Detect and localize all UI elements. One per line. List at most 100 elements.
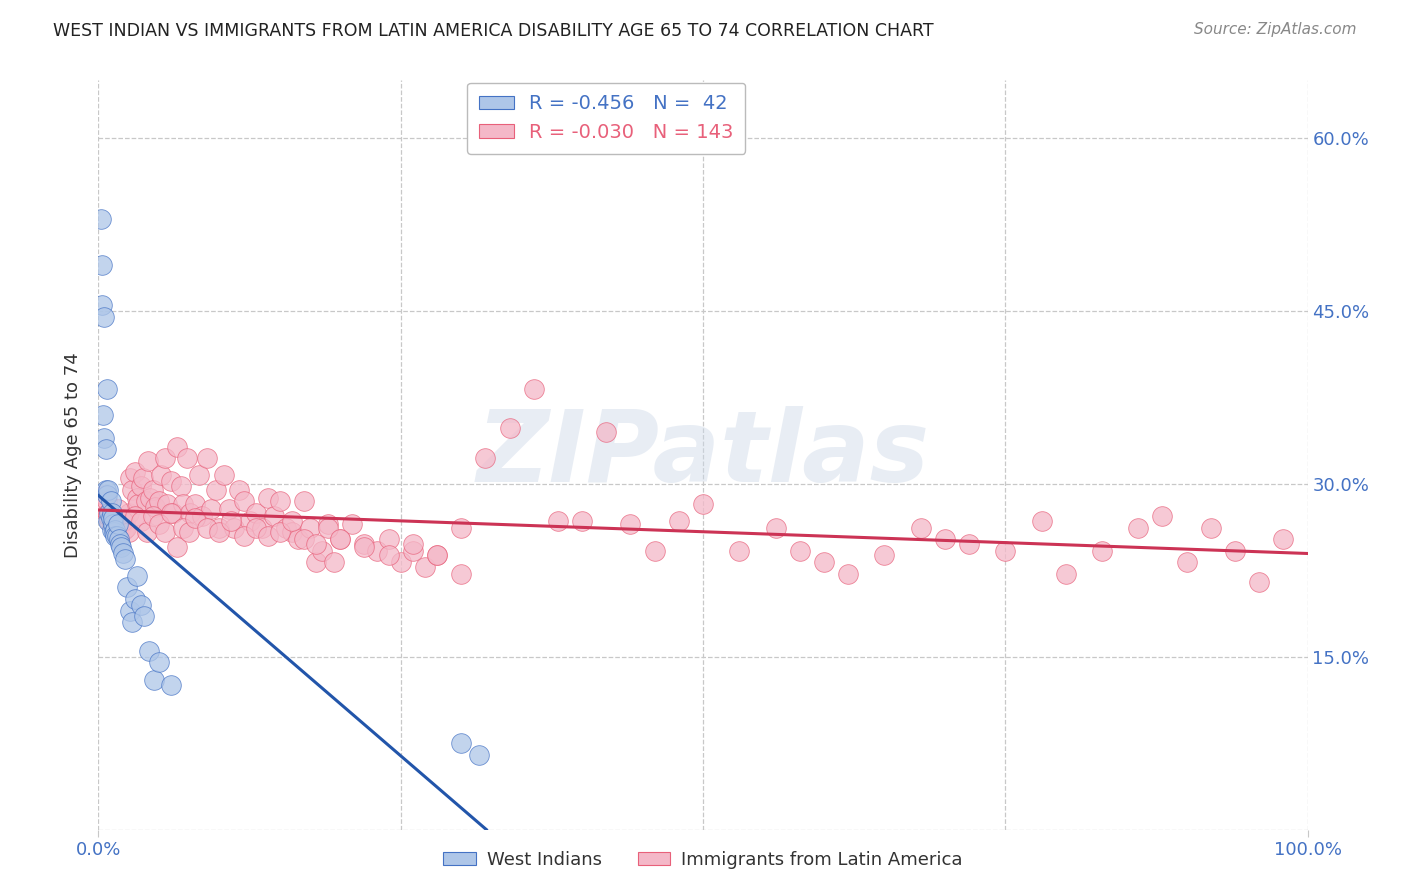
Point xyxy=(101,514,124,528)
Point xyxy=(353,537,375,551)
Point xyxy=(135,494,157,508)
Point xyxy=(96,494,118,508)
Point xyxy=(135,525,157,540)
Point xyxy=(93,310,115,324)
Legend: R = -0.456   N =  42, R = -0.030   N = 143: R = -0.456 N = 42, R = -0.030 N = 143 xyxy=(467,82,745,153)
Point xyxy=(256,528,278,542)
Point xyxy=(547,514,569,528)
Point xyxy=(292,532,315,546)
Point xyxy=(813,555,835,569)
Point xyxy=(129,598,152,612)
Text: Source: ZipAtlas.com: Source: ZipAtlas.com xyxy=(1194,22,1357,37)
Point xyxy=(98,514,121,528)
Point xyxy=(150,467,173,482)
Point xyxy=(329,532,352,546)
Point xyxy=(208,525,231,540)
Point xyxy=(179,506,201,520)
Point xyxy=(402,543,425,558)
Point xyxy=(571,514,593,528)
Point xyxy=(426,548,449,562)
Point xyxy=(256,491,278,505)
Point xyxy=(765,520,787,534)
Point xyxy=(934,532,956,546)
Point xyxy=(311,543,333,558)
Point xyxy=(450,520,472,534)
Point xyxy=(105,528,128,542)
Point xyxy=(1091,543,1114,558)
Point xyxy=(101,514,124,528)
Point xyxy=(91,408,114,422)
Point xyxy=(166,540,188,554)
Point xyxy=(97,508,120,523)
Point xyxy=(910,520,932,534)
Point xyxy=(148,494,170,508)
Point xyxy=(250,520,273,534)
Point xyxy=(873,548,896,562)
Point xyxy=(957,537,980,551)
Point xyxy=(232,494,254,508)
Point xyxy=(1175,555,1198,569)
Point xyxy=(994,543,1017,558)
Point xyxy=(111,514,134,528)
Point xyxy=(139,491,162,505)
Point xyxy=(1152,508,1174,523)
Point xyxy=(160,475,183,489)
Point xyxy=(91,298,114,312)
Point xyxy=(115,520,138,534)
Point xyxy=(91,500,114,514)
Point xyxy=(127,569,149,583)
Point xyxy=(118,603,141,617)
Point xyxy=(100,494,122,508)
Point xyxy=(195,451,218,466)
Point xyxy=(837,566,859,581)
Point xyxy=(184,511,207,525)
Point xyxy=(118,525,141,540)
Point xyxy=(127,498,149,512)
Point xyxy=(204,483,226,497)
Point xyxy=(142,508,165,523)
Point xyxy=(218,502,240,516)
Text: WEST INDIAN VS IMMIGRANTS FROM LATIN AMERICA DISABILITY AGE 65 TO 74 CORRELATION: WEST INDIAN VS IMMIGRANTS FROM LATIN AME… xyxy=(53,22,934,40)
Point xyxy=(245,520,267,534)
Point xyxy=(269,494,291,508)
Point xyxy=(169,479,191,493)
Point xyxy=(101,517,124,532)
Legend: West Indians, Immigrants from Latin America: West Indians, Immigrants from Latin Amer… xyxy=(436,844,970,876)
Point xyxy=(299,520,322,534)
Point xyxy=(292,494,315,508)
Point xyxy=(366,543,388,558)
Point xyxy=(342,517,364,532)
Point xyxy=(426,548,449,562)
Point xyxy=(96,488,118,502)
Point xyxy=(104,520,127,534)
Point xyxy=(90,211,112,226)
Point xyxy=(108,532,131,546)
Point xyxy=(450,566,472,581)
Point xyxy=(108,537,131,551)
Point xyxy=(523,382,546,396)
Point xyxy=(692,498,714,512)
Point xyxy=(245,506,267,520)
Point xyxy=(644,543,666,558)
Point xyxy=(129,514,152,528)
Point xyxy=(287,532,309,546)
Point xyxy=(160,678,183,692)
Point xyxy=(274,520,297,534)
Point xyxy=(316,520,339,534)
Point xyxy=(184,498,207,512)
Point xyxy=(153,451,176,466)
Point xyxy=(668,514,690,528)
Point xyxy=(1054,566,1077,581)
Point xyxy=(1199,520,1222,534)
Point xyxy=(269,525,291,540)
Point xyxy=(195,520,218,534)
Point xyxy=(200,502,222,516)
Point xyxy=(112,523,135,537)
Point xyxy=(160,506,183,520)
Point xyxy=(1272,532,1295,546)
Point xyxy=(172,520,194,534)
Point xyxy=(1031,514,1053,528)
Point xyxy=(222,520,245,534)
Point xyxy=(789,543,811,558)
Point xyxy=(468,747,491,762)
